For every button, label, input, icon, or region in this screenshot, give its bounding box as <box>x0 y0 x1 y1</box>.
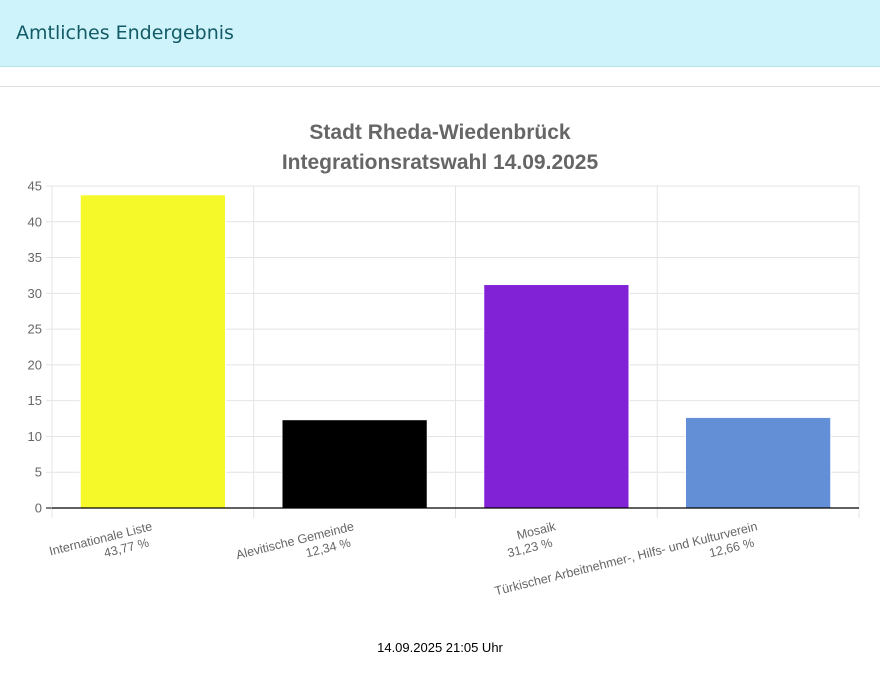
y-tick-label: 25 <box>28 322 42 337</box>
y-tick-label: 5 <box>35 465 42 480</box>
page-title: Amtliches Endergebnis <box>16 22 234 44</box>
y-tick-label: 15 <box>28 393 42 408</box>
chart-title-line: Stadt Rheda-Wiedenbrück <box>309 121 570 144</box>
y-tick-label: 45 <box>28 179 42 194</box>
y-tick-label: 0 <box>35 501 42 516</box>
bar <box>79 194 227 509</box>
y-tick-label: 30 <box>28 286 42 301</box>
y-tick-label: 20 <box>28 357 42 372</box>
bar-chart: Stadt Rheda-Wiedenbrück Integrationsratsw… <box>28 121 860 598</box>
y-tick-label: 40 <box>28 214 42 229</box>
bar <box>684 416 832 509</box>
y-tick-label: 10 <box>28 429 42 444</box>
y-tick-label: 35 <box>28 250 42 265</box>
bar <box>483 284 630 509</box>
header-bar: Amtliches Endergebnis <box>0 0 880 67</box>
bar <box>281 419 428 509</box>
chart-title-line: Integrationsratswahl 14.09.2025 <box>282 151 599 174</box>
result-timestamp: 14.09.2025 21:05 Uhr <box>377 640 503 655</box>
divider <box>0 86 880 87</box>
